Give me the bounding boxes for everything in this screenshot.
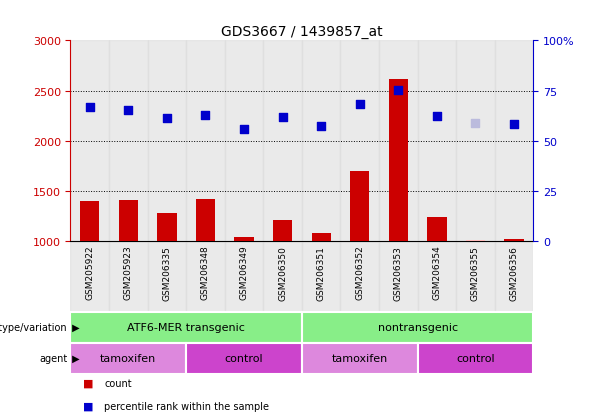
Bar	[417, 41, 456, 242]
Text: ATF6-MER transgenic: ATF6-MER transgenic	[128, 322, 245, 332]
Bar	[109, 41, 148, 242]
Bar	[466, 241, 485, 342]
Text: GSM206335: GSM206335	[162, 245, 172, 300]
Bar	[302, 242, 340, 312]
Bar	[80, 202, 99, 342]
Point	[162, 115, 172, 122]
Bar	[302, 41, 340, 242]
Bar	[417, 242, 456, 312]
Text: ▶: ▶	[69, 353, 79, 363]
Bar	[196, 199, 215, 342]
Point	[355, 102, 365, 108]
Text: GSM206354: GSM206354	[432, 245, 441, 300]
Text: GSM206356: GSM206356	[509, 245, 519, 300]
Bar	[264, 242, 302, 312]
Bar	[225, 41, 264, 242]
Text: ▶: ▶	[69, 322, 79, 332]
Text: tamoxifen: tamoxifen	[100, 353, 156, 363]
Point	[200, 113, 210, 119]
Bar	[417, 343, 533, 374]
Bar	[225, 242, 264, 312]
Text: tamoxifen: tamoxifen	[332, 353, 388, 363]
Point	[471, 121, 481, 127]
Text: nontransgenic: nontransgenic	[378, 322, 458, 332]
Bar	[158, 214, 177, 342]
Bar	[186, 41, 225, 242]
Bar	[379, 242, 417, 312]
Text: GSM206353: GSM206353	[394, 245, 403, 300]
Text: GSM206355: GSM206355	[471, 245, 480, 300]
Bar	[495, 242, 533, 312]
Bar	[119, 200, 138, 342]
Bar	[495, 41, 533, 242]
Bar	[389, 79, 408, 342]
Bar	[70, 41, 109, 242]
Point	[278, 115, 287, 121]
Text: percentile rank within the sample: percentile rank within the sample	[104, 401, 269, 411]
Bar	[456, 41, 495, 242]
Title: GDS3667 / 1439857_at: GDS3667 / 1439857_at	[221, 25, 383, 39]
Text: GSM206350: GSM206350	[278, 245, 287, 300]
Text: GSM206348: GSM206348	[201, 245, 210, 300]
Bar	[350, 171, 370, 342]
Bar	[70, 312, 302, 343]
Bar	[186, 343, 302, 374]
Bar	[427, 218, 446, 342]
Bar	[148, 242, 186, 312]
Text: GSM205922: GSM205922	[85, 245, 94, 299]
Bar	[504, 240, 524, 342]
Text: ■: ■	[83, 378, 93, 388]
Bar	[302, 343, 417, 374]
Text: GSM206351: GSM206351	[317, 245, 326, 300]
Point	[509, 121, 519, 128]
Text: count: count	[104, 378, 132, 388]
Bar	[234, 237, 254, 342]
Bar	[70, 343, 186, 374]
Text: genotype/variation: genotype/variation	[0, 322, 67, 332]
Point	[432, 114, 442, 120]
Bar	[70, 242, 109, 312]
Bar	[340, 242, 379, 312]
Bar	[311, 234, 331, 342]
Text: GSM206352: GSM206352	[356, 245, 364, 300]
Text: control: control	[456, 353, 495, 363]
Point	[85, 104, 94, 111]
Bar	[109, 242, 148, 312]
Text: GSM205923: GSM205923	[124, 245, 133, 300]
Bar	[273, 221, 292, 342]
Point	[394, 87, 403, 94]
Point	[239, 127, 249, 133]
Bar	[186, 242, 225, 312]
Point	[123, 107, 133, 114]
Point	[316, 123, 326, 130]
Text: ■: ■	[83, 401, 93, 411]
Bar	[302, 312, 533, 343]
Bar	[456, 242, 495, 312]
Bar	[148, 41, 186, 242]
Text: control: control	[225, 353, 264, 363]
Bar	[379, 41, 417, 242]
Text: GSM206349: GSM206349	[240, 245, 248, 300]
Bar	[340, 41, 379, 242]
Text: agent: agent	[39, 353, 67, 363]
Bar	[264, 41, 302, 242]
